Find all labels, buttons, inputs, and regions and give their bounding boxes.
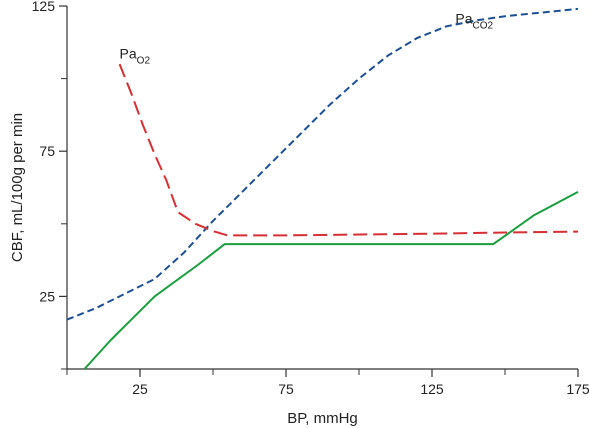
series-line-pao2 (118, 63, 579, 237)
y-tick-label: 25 (39, 288, 55, 304)
series-line-paco2 (66, 7, 579, 321)
y-tick-label: 125 (32, 0, 56, 14)
series-line-green (83, 191, 579, 370)
series-label-pao2: PaO2 (120, 45, 151, 66)
x-tick-label: 25 (132, 381, 148, 397)
x-tick-label: 175 (566, 381, 589, 397)
x-tick-label: 75 (278, 381, 294, 397)
x-tick-label: 125 (420, 381, 444, 397)
series-label-subscript: CO2 (472, 20, 493, 31)
series-label-subscript: O2 (137, 55, 151, 66)
y-tick-label: 75 (39, 143, 55, 159)
series-label-paco2: PaCO2 (455, 10, 493, 31)
y-axis-title: CBF, mL/100g per min (9, 113, 26, 262)
series-label-main: Pa (455, 10, 472, 26)
series-label-main: Pa (120, 45, 137, 61)
x-axis-title: BP, mmHg (287, 410, 358, 427)
